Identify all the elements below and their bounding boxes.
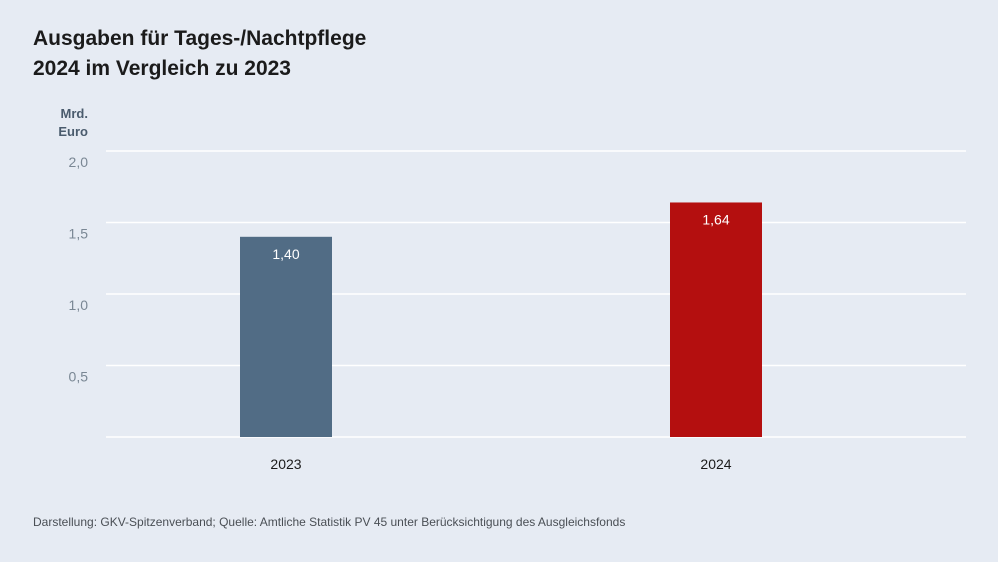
source-note: Darstellung: GKV-Spitzenverband; Quelle:… <box>33 515 626 529</box>
y-tick-label: 1,0 <box>69 297 89 313</box>
x-category-label: 2024 <box>700 456 731 472</box>
bar-value-label: 1,40 <box>272 246 299 262</box>
bar-2024 <box>670 202 762 437</box>
chart-title-line-1: Ausgaben für Tages-/Nachtpflege <box>33 27 367 50</box>
y-axis-unit-label: Mrd. Euro <box>0 105 88 141</box>
bar-2023 <box>240 236 332 437</box>
y-axis-unit-line-1: Mrd. <box>60 106 88 121</box>
y-tick-label: 0,5 <box>69 369 89 385</box>
y-axis-unit-line-2: Euro <box>58 124 88 139</box>
bar-value-label: 1,64 <box>702 211 729 227</box>
chart-title: Ausgaben für Tages-/Nachtpflege 2024 im … <box>33 24 366 84</box>
y-tick-label: 1,5 <box>69 226 89 242</box>
x-category-label: 2023 <box>270 456 301 472</box>
y-tick-label: 2,0 <box>69 154 89 170</box>
chart-title-line-2: 2024 im Vergleich zu 2023 <box>33 57 291 80</box>
